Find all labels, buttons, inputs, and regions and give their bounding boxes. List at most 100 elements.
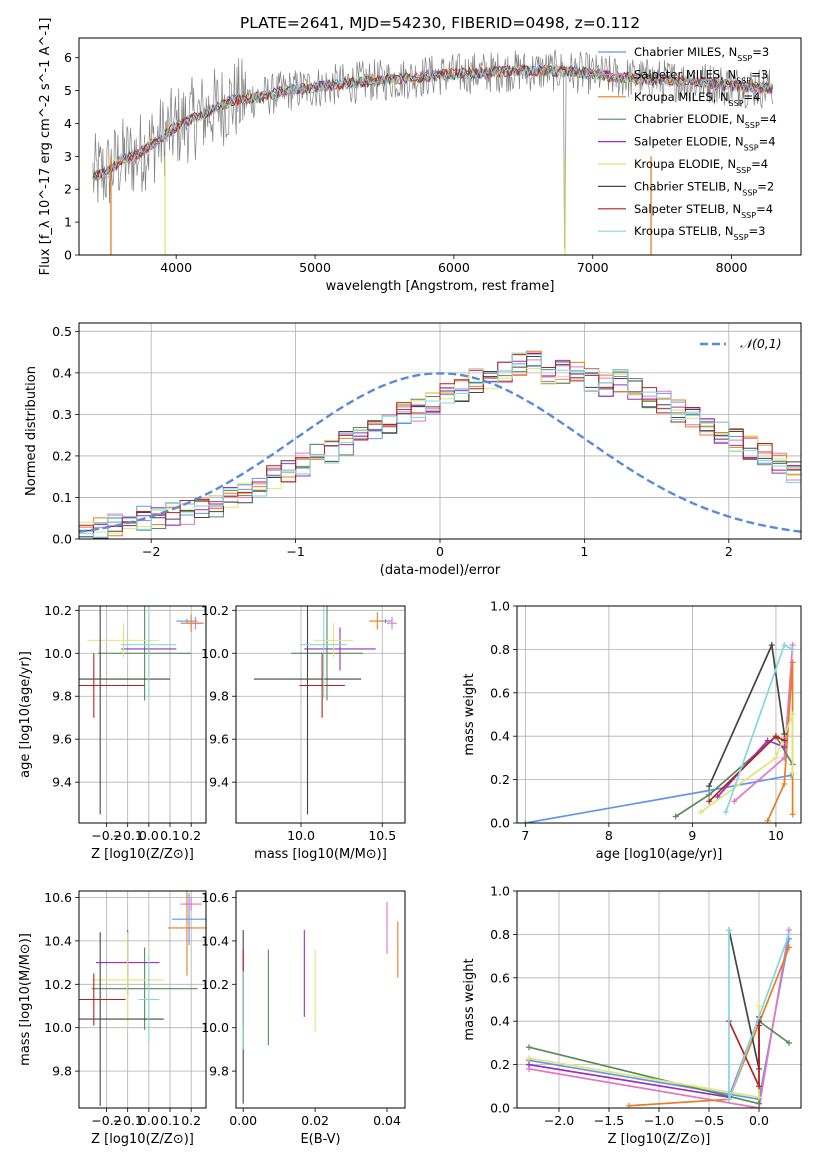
mass-vs-Z-plot-area — [79, 891, 206, 1106]
mass-weight-marker — [781, 737, 788, 744]
residuals-ytick-label: 0.2 — [52, 448, 72, 463]
mass-weight-marker — [789, 770, 796, 777]
mass-vs-ebv-frame — [235, 890, 406, 1109]
residuals-ytick-label: 0.5 — [52, 324, 72, 339]
mass-vs-Z-xtick-label: 0.1 — [160, 1113, 180, 1128]
massweight-vs-Z-frame — [516, 890, 802, 1109]
spectrum-legend-label: Kroupa STELIB, NSSP=3 — [634, 224, 765, 242]
massweight-vs-age-ylabel: mass weight — [462, 673, 477, 755]
mass-vs-Z-ytick-label: 10.2 — [44, 977, 72, 992]
mass-weight-marker — [526, 1061, 532, 1068]
figure-title: PLATE=2641, MJD=54230, FIBERID=0498, z=0… — [240, 14, 640, 32]
age-vs-Z-xtick-label: 0.2 — [181, 828, 201, 843]
spectrum-ytick-label: 6 — [64, 50, 72, 65]
massweight-vs-age-xlabel: age [log10(age/yr)] — [596, 847, 723, 862]
spectrum-xtick-label: 5000 — [299, 260, 331, 275]
spectrum-frame — [78, 37, 802, 256]
age-vs-mass-axes — [232, 606, 405, 827]
mass-weight-marker — [781, 731, 788, 738]
age-vs-mass-ytick-label: 10.0 — [201, 646, 229, 661]
age-vs-mass-ytick-label: 9.6 — [209, 732, 229, 747]
massweight-vs-Z-xlabel: Z [log10(Z/Z⊙)] — [608, 1132, 711, 1147]
mass-vs-Z-xtick-label: −0.2 — [91, 1113, 121, 1128]
spectrum-legend-label: Salpeter MILES, NSSP=3 — [634, 67, 768, 85]
residual-histogram — [79, 352, 801, 538]
mass-weight-marker — [789, 646, 796, 653]
massweight-vs-age-xtick-label: 9 — [688, 828, 696, 843]
mass-vs-ebv-ytick-label: 10.4 — [201, 933, 229, 948]
mass-weight-marker — [786, 931, 792, 938]
massweight-vs-age-xtick-label: 8 — [605, 828, 613, 843]
residuals-ylabel: Normed distribution — [24, 366, 39, 496]
residuals-ytick-label: 0.3 — [52, 407, 72, 422]
mass-weight-marker — [672, 813, 679, 820]
mass-weight-marker — [781, 744, 788, 751]
spectrum-model-line — [92, 65, 774, 182]
massweight-vs-age-ytick-label: 0.4 — [490, 729, 510, 744]
mass-vs-ebv-ytick-label: 10.2 — [201, 977, 229, 992]
massweight-vs-Z-xtick-label: −1.5 — [594, 1113, 624, 1128]
massweight-vs-Z-ytick-label: 0.4 — [490, 1014, 510, 1029]
mass-weight-marker — [706, 791, 713, 798]
mass-vs-Z-ytick-label: 9.8 — [52, 1064, 72, 1079]
mass-weight-marker — [722, 809, 729, 816]
massweight-vs-Z-xtick-label: −2.0 — [544, 1113, 574, 1128]
mass-vs-Z-ylabel: mass [log10(M/M⊙)] — [18, 933, 33, 1066]
age-vs-mass-frame — [235, 605, 406, 824]
spectrum-ytick-label: 5 — [64, 83, 72, 98]
massweight-vs-Z-plot-area — [526, 927, 792, 1108]
spectrum-legend-label: Kroupa ELODIE, NSSP=4 — [634, 157, 768, 175]
spectrum-axes — [75, 57, 732, 259]
mass-vs-Z-ytick-label: 10.6 — [44, 890, 72, 905]
massweight-vs-age-ytick-label: 0.8 — [490, 642, 510, 657]
massweight-vs-Z-ylabel: mass weight — [462, 958, 477, 1040]
mass-vs-Z-xlabel: Z [log10(Z/Z⊙)] — [91, 1132, 194, 1147]
mass-vs-ebv-xlabel: E(B-V) — [300, 1132, 340, 1147]
age-vs-Z-xtick-label: 0.0 — [139, 828, 159, 843]
spectrum-xtick-label: 4000 — [160, 260, 192, 275]
mass-vs-Z-xtick-label: −0.1 — [113, 1113, 143, 1128]
mass-weight-line — [528, 929, 790, 1108]
mass-weight-marker — [526, 1044, 532, 1051]
spectrum-ytick-label: 3 — [64, 149, 72, 164]
residuals-xtick-label: 0 — [436, 544, 444, 559]
age-vs-Z-ytick-label: 10.2 — [44, 603, 72, 618]
spectrum-xtick-label: 8000 — [716, 260, 748, 275]
age-vs-mass-ytick-label: 10.2 — [201, 603, 229, 618]
spectrum-model-line — [92, 63, 774, 180]
mass-vs-Z-ytick-label: 10.4 — [44, 933, 72, 948]
mass-weight-marker — [781, 642, 788, 649]
residual-histogram — [79, 353, 801, 539]
mass-weight-marker — [522, 820, 529, 823]
spectrum-xtick-label: 6000 — [438, 260, 470, 275]
mass-weight-marker — [706, 783, 713, 790]
mass-weight-marker — [789, 811, 796, 818]
residuals-ytick-label: 0.1 — [52, 490, 72, 505]
age-vs-mass-ytick-label: 9.8 — [209, 689, 229, 704]
charts: 4000 5000 6000 7000 8000 0 1 2 3 4 5 6 wavelength [A… — [18, 18, 802, 1147]
spectrum-model-line — [92, 64, 774, 182]
age-vs-Z-ytick-label: 9.8 — [52, 689, 72, 704]
massweight-vs-Z-ytick-label: 0.2 — [490, 1057, 510, 1072]
mass-vs-ebv-axes — [232, 897, 388, 1112]
massweight-vs-age-frame — [516, 605, 802, 824]
mass-weight-marker — [786, 1039, 792, 1046]
massweight-vs-Z-xtick-label: 0.0 — [749, 1113, 769, 1128]
mass-vs-Z-xtick-label: 0.0 — [139, 1113, 159, 1128]
mass-weight-marker — [726, 927, 732, 934]
spectrum-ytick-label: 4 — [64, 116, 72, 131]
massweight-vs-Z-xtick-label: −0.5 — [694, 1113, 724, 1128]
spectrum-ytick-label: 2 — [64, 182, 72, 197]
mass-weight-marker — [772, 754, 779, 761]
mass-vs-ebv-ytick-label: 10.0 — [201, 1020, 229, 1035]
massweight-vs-Z-ytick-label: 0.8 — [490, 927, 510, 942]
mass-vs-ebv-plot-area — [242, 901, 399, 1104]
massweight-vs-Z-ytick-label: 0.6 — [490, 970, 510, 985]
massweight-vs-age-ytick-label: 1.0 — [490, 599, 510, 614]
age-vs-Z-frame — [78, 605, 207, 824]
age-vs-mass-xlabel: mass [log10(M/M⊙)] — [254, 847, 387, 862]
spectrum-xlabel: wavelength [Angstrom, rest frame] — [326, 279, 555, 294]
residuals-xtick-label: −2 — [142, 544, 160, 559]
age-vs-Z-xtick-label: 0.1 — [160, 828, 180, 843]
